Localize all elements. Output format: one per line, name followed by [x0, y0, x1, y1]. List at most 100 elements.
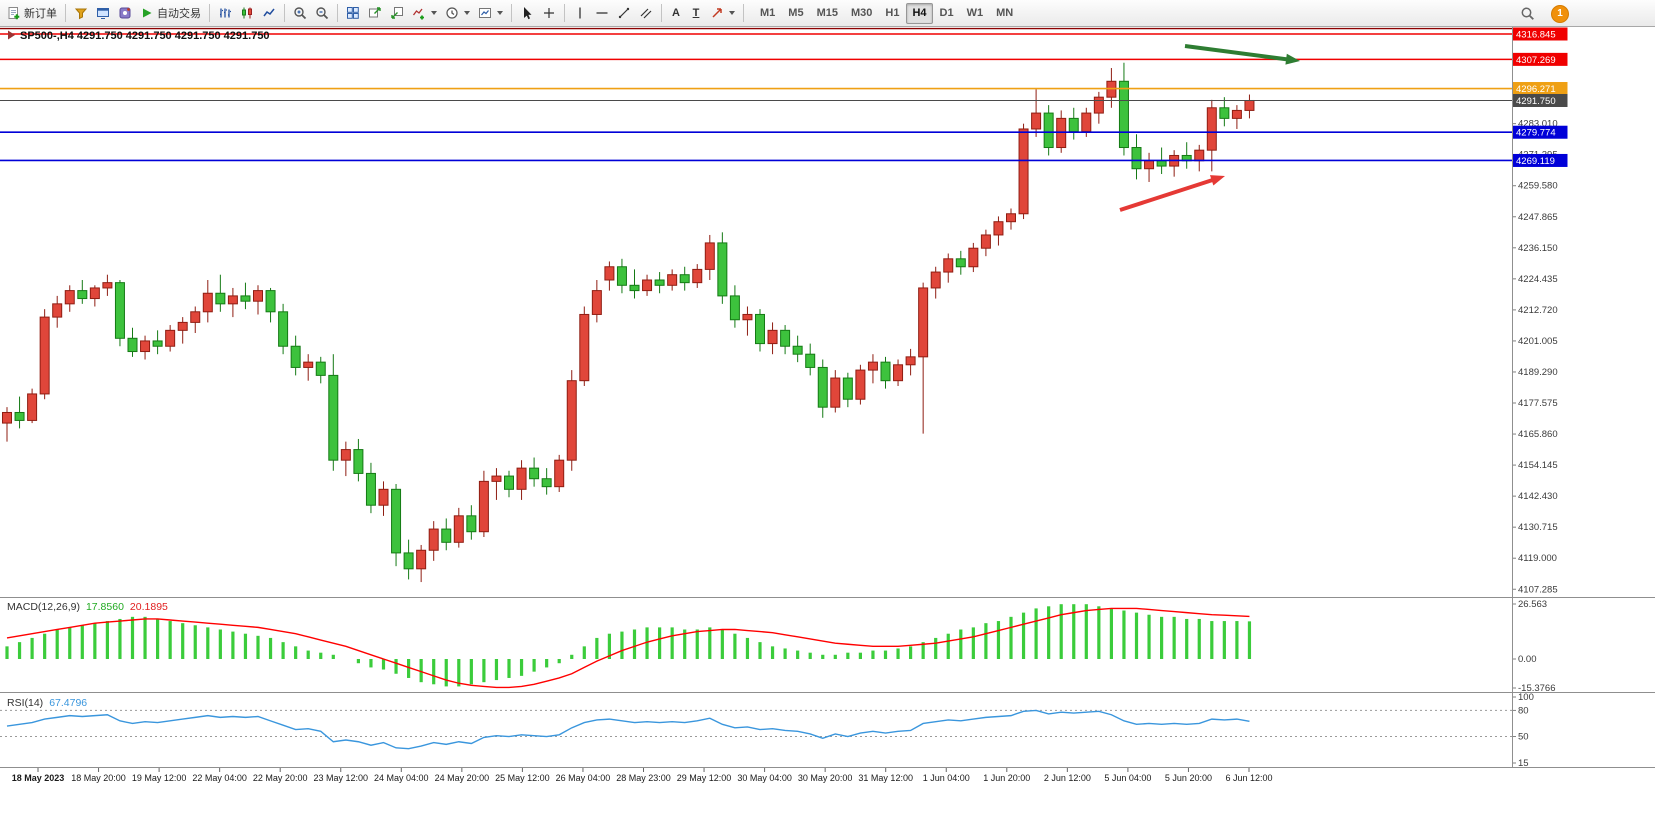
candle-up [516, 467, 527, 490]
oneclick-expand-icon[interactable] [8, 30, 15, 40]
candle-down [391, 488, 402, 554]
candle-up [491, 475, 502, 482]
timeframe-w1[interactable]: W1 [961, 3, 990, 24]
arrange-horizontal-button[interactable] [364, 3, 386, 24]
search-button[interactable] [1516, 3, 1539, 24]
tile-windows-button[interactable] [342, 3, 364, 24]
timeframe-h1[interactable]: H1 [879, 3, 905, 24]
arrange-vertical-button[interactable] [386, 3, 408, 24]
templates-dropdown[interactable] [474, 3, 507, 24]
toolbar-separator [564, 4, 565, 22]
zoom-in-button[interactable] [289, 3, 311, 24]
timeframe-mn[interactable]: MN [990, 3, 1019, 24]
price-label-box [1512, 52, 1568, 66]
horizontal-line-tool-button[interactable] [591, 3, 613, 24]
svg-text:26.563: 26.563 [1518, 599, 1547, 610]
candle-down [629, 284, 640, 292]
bar-chart-button[interactable] [214, 3, 236, 24]
candle-up [893, 364, 904, 382]
time-label: 30 May 04:00 [737, 773, 792, 783]
candle-up [52, 303, 63, 318]
metaeditor-icon [118, 6, 132, 20]
svg-text:4224.435: 4224.435 [1518, 274, 1558, 285]
text-label-tool-button[interactable]: T [686, 3, 706, 24]
red-arrow [1119, 176, 1218, 212]
candle-down [290, 345, 301, 368]
candle-up [340, 449, 351, 461]
metaeditor-button[interactable] [114, 3, 136, 24]
candle-down [880, 361, 891, 382]
timeframe-m30[interactable]: M30 [845, 3, 878, 24]
dropdown-caret-icon [431, 11, 437, 15]
text-tool-button[interactable]: A [666, 3, 686, 24]
trendline-tool-button[interactable] [613, 3, 635, 24]
candle-down [529, 467, 540, 480]
timeframe-m1[interactable]: M1 [754, 3, 781, 24]
svg-text:100: 100 [1518, 692, 1534, 703]
line-chart-button[interactable] [258, 3, 280, 24]
horizontal-line-icon [595, 6, 609, 20]
macd-panel: 26.563 0.00 -15.3766 [5, 599, 1556, 694]
candle-down [616, 266, 627, 286]
autotrade-button[interactable]: 自动交易 [136, 3, 205, 24]
market-watch-button[interactable] [70, 3, 92, 24]
price-label-box [1512, 153, 1568, 167]
indicators-dropdown[interactable] [408, 3, 441, 24]
rsi-label: RSI(14) 67.4796 [7, 697, 87, 709]
bar-chart-icon [218, 6, 232, 20]
timeframe-d1[interactable]: D1 [934, 3, 960, 24]
new-order-button[interactable]: 新订单 [3, 3, 61, 24]
zoom-out-icon [315, 6, 329, 20]
time-label: 24 May 20:00 [435, 773, 490, 783]
price-axis[interactable]: 4283.0104271.2954259.5804247.8654236.150… [1512, 119, 1558, 596]
svg-text:4296.271: 4296.271 [1516, 84, 1556, 95]
timeframe-m5[interactable]: M5 [782, 3, 809, 24]
candle-down [1118, 80, 1129, 149]
price-label-box [1512, 93, 1568, 107]
candle-down [278, 311, 289, 347]
svg-text:4130.715: 4130.715 [1518, 522, 1558, 533]
time-label: 29 May 12:00 [677, 773, 732, 783]
notification-badge[interactable]: 1 [1551, 4, 1569, 23]
candle-up [177, 321, 188, 331]
candle-down [328, 374, 339, 461]
price-label-box [1512, 125, 1568, 139]
autotrade-label: 自动交易 [157, 8, 201, 20]
candlestick-chart-button[interactable] [236, 3, 258, 24]
svg-text:4189.290: 4189.290 [1518, 367, 1558, 378]
time-label: 5 Jun 20:00 [1165, 773, 1212, 783]
time-label: 30 May 20:00 [798, 773, 853, 783]
channel-tool-button[interactable] [635, 3, 657, 24]
arrow-object-icon [710, 6, 724, 20]
candle-down [114, 282, 125, 339]
vertical-line-tool-button[interactable] [569, 3, 591, 24]
zoom-out-button[interactable] [311, 3, 333, 24]
candle-down [842, 377, 853, 400]
crosshair-tool-button[interactable] [538, 3, 560, 24]
time-axis[interactable]: 18 May 2023 18 May 20:00 19 May 12:00 22 Ma… [12, 768, 1273, 783]
candle-up [202, 292, 213, 313]
candle-up [453, 515, 464, 543]
svg-text:4107.285: 4107.285 [1518, 584, 1558, 595]
arrows-dropdown[interactable] [706, 3, 739, 24]
macd-signal-value: 20.1895 [130, 601, 168, 613]
data-window-button[interactable] [92, 3, 114, 24]
candle-up [642, 279, 653, 292]
periods-dropdown[interactable] [441, 3, 474, 24]
timeframe-m15[interactable]: M15 [811, 3, 844, 24]
candle-up [428, 528, 439, 551]
candle-up [1231, 109, 1242, 119]
macd-main-value: 17.8560 [86, 601, 124, 613]
cursor-tool-button[interactable] [516, 3, 538, 24]
candle-down [365, 472, 376, 506]
indicators-icon [412, 6, 426, 20]
candle-down [755, 313, 765, 345]
annotations[interactable] [1119, 44, 1300, 212]
candle-up [667, 274, 678, 286]
svg-text:4259.580: 4259.580 [1518, 181, 1558, 192]
time-label: 22 May 04:00 [192, 773, 247, 783]
timeframe-h4[interactable]: H4 [906, 2, 933, 24]
